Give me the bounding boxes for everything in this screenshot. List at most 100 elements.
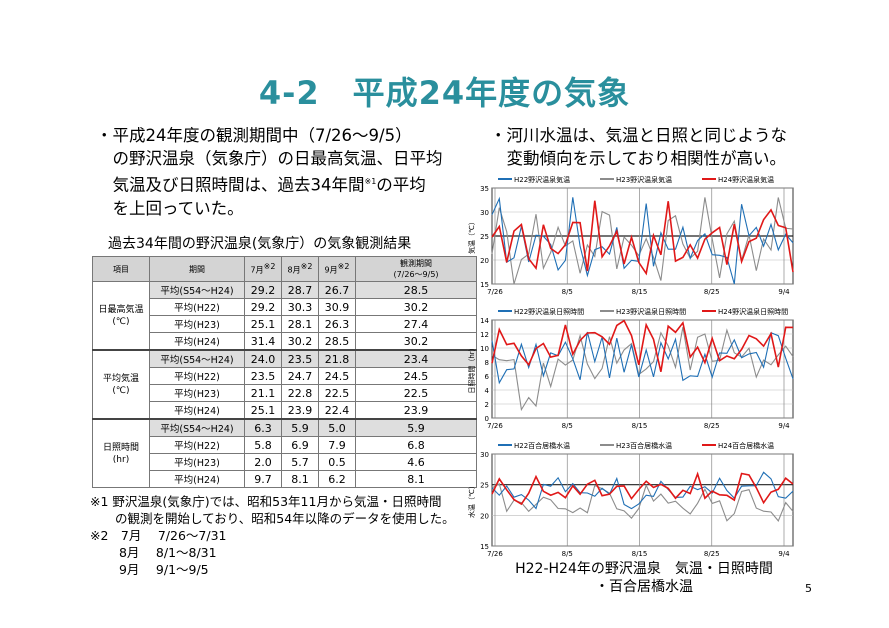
value-cell: 30.3	[281, 298, 319, 316]
y-tick-label: 25	[480, 482, 489, 490]
y-tick-label: 4	[485, 387, 490, 395]
legend-label: H23野沢温泉気温	[616, 175, 672, 184]
value-cell: 22.8	[281, 384, 319, 402]
x-tick-label: 7/26	[487, 550, 503, 558]
x-tick-label: 7/26	[487, 288, 503, 296]
value-cell: 8.1	[355, 470, 477, 488]
value-cell: 31.4	[244, 332, 282, 351]
x-tick-label: 8/5	[562, 422, 573, 430]
value-cell: 26.3	[318, 315, 356, 333]
table-row: 日照時間 (hr) 平均(S54～H24) 6.3 5.9 5.0 5.9	[92, 418, 477, 488]
table-row: 平均(H23) 25.1 28.1 26.3 27.4	[93, 315, 477, 333]
legend-label: H24野沢温泉日照時間	[718, 307, 788, 316]
observation-table: 項目 期間 7月※2 8月※2 9月※2 観測期間 (7/26～9/5) 日最高気…	[92, 256, 477, 488]
table-row: 平均気温 (℃) 平均(S54～H24) 24.0 23.5 21.8 23.4	[92, 349, 477, 420]
x-tick-label: 8/15	[632, 422, 648, 430]
value-cell: 5.7	[281, 453, 319, 471]
value-cell: 25.1	[244, 315, 282, 333]
y-tick-label: 15	[480, 543, 489, 551]
value-cell: 21.1	[244, 384, 282, 402]
value-cell: 23.9	[281, 401, 319, 420]
caption-line: ・百合居橋水温	[595, 579, 693, 595]
value-cell: 22.5	[318, 384, 356, 402]
value-cell: 26.7	[318, 281, 356, 299]
legend-label: H24野沢温泉気温	[718, 175, 774, 184]
value-cell: 28.1	[281, 315, 319, 333]
x-tick-label: 7/26	[487, 422, 503, 430]
period-cell: 平均(H24)	[149, 332, 245, 351]
value-cell: 9.7	[244, 470, 282, 488]
value-cell: 22.5	[355, 384, 477, 402]
y-tick-label: 10	[480, 345, 489, 353]
value-cell: 28.5	[355, 281, 477, 299]
y-tick-label: 8	[485, 359, 489, 367]
x-tick-label: 8/5	[562, 288, 573, 296]
value-cell: 7.9	[318, 436, 356, 454]
x-tick-label: 8/15	[632, 288, 648, 296]
period-cell: 平均(S54～H24)	[149, 418, 245, 437]
legend-label: H24百合居橋水温	[718, 441, 774, 450]
value-cell: 5.8	[244, 436, 282, 454]
y-tick-label: 15	[480, 281, 489, 289]
x-tick-label: 8/5	[562, 550, 573, 558]
table-row: 平均(H24) 31.4 30.2 28.5 30.2	[93, 332, 477, 351]
value-cell: 27.4	[355, 315, 477, 333]
sunshine-duration-chart: H22野沢温泉日照時間 H23野沢温泉日照時間 H24野沢温泉日照時間 0 2 4 6 8 10…	[468, 307, 794, 430]
note-mark: ※1	[364, 177, 377, 186]
y-tick-label: 35	[480, 185, 489, 193]
y-axis-label: 気温（℃）	[468, 218, 476, 254]
header-observation: 観測期間 (7/26～9/5)	[355, 256, 477, 282]
bullet-left-line: 気温及び日照時間は、過去34年間※1の平均	[96, 175, 426, 195]
value-cell: 23.5	[281, 349, 319, 368]
header-period: 期間	[149, 256, 245, 282]
page-number: 5	[805, 582, 812, 595]
value-cell: 5.9	[281, 418, 319, 437]
x-tick-label: 8/25	[704, 288, 720, 296]
y-tick-label: 14	[480, 317, 489, 325]
value-cell: 28.5	[318, 332, 356, 351]
legend-label: H23野沢温泉日照時間	[616, 307, 686, 316]
y-axis-label: 日照時間（hr）	[468, 344, 476, 393]
value-cell: 30.2	[355, 298, 477, 316]
x-tick-label: 9/4	[778, 422, 790, 430]
y-tick-label: 25	[480, 233, 489, 241]
y-tick-label: 20	[480, 257, 489, 265]
bullet-left-line: の野沢温泉（気象庁）の日最高気温、日平均	[96, 149, 443, 168]
legend-label: H22野沢温泉気温	[514, 175, 570, 184]
period-cell: 平均(H24)	[149, 470, 245, 488]
series-line	[491, 319, 794, 372]
x-tick-label: 9/4	[778, 550, 790, 558]
table-title: 過去34年間の野沢温泉(気象庁）の気象観測結果	[108, 236, 412, 252]
row-group-label: 平均気温 (℃)	[92, 349, 150, 420]
value-cell: 5.9	[355, 418, 477, 437]
value-cell: 30.2	[355, 332, 477, 351]
period-cell: 平均(H22)	[149, 298, 245, 316]
water-temperature-chart: H22百合居橋水温 H23百合居橋水温 H24百合居橋水温 15 20 25 30 7/26 8…	[468, 441, 794, 558]
footnote-line: 9月 9/1～9/5	[90, 562, 209, 577]
header-aug: 8月※2	[281, 256, 319, 282]
bullet-right-line: ・河川水温は、気温と日照と同じような	[490, 126, 787, 145]
x-tick-label: 8/25	[704, 550, 720, 558]
value-cell: 23.9	[355, 401, 477, 420]
value-cell: 24.5	[318, 367, 356, 385]
table-row: 平均(H23) 21.1 22.8 22.5 22.5	[93, 384, 477, 402]
y-tick-label: 2	[485, 401, 489, 409]
table-header-row: 項目 期間 7月※2 8月※2 9月※2 観測期間 (7/26～9/5)	[92, 256, 477, 282]
value-cell: 30.9	[318, 298, 356, 316]
page-title: 4-2 平成24年度の気象	[258, 74, 631, 112]
header-sep: 9月※2	[318, 256, 356, 282]
value-cell: 2.0	[244, 453, 282, 471]
table-row: 平均(H22) 5.8 6.9 7.9 6.8	[93, 436, 477, 454]
period-cell: 平均(S54～H24)	[149, 349, 245, 368]
footnote-line: の観測を開始しており、昭和54年以降のデータを使用した。	[90, 511, 455, 526]
value-cell: 21.8	[318, 349, 356, 368]
table-row: 平均(H24) 25.1 23.9 22.4 23.9	[93, 401, 477, 420]
header-item: 項目	[92, 256, 150, 282]
period-cell: 平均(H23)	[149, 453, 245, 471]
row-group-label: 日照時間 (hr)	[92, 418, 150, 488]
value-cell: 6.3	[244, 418, 282, 437]
period-cell: 平均(H22)	[149, 436, 245, 454]
series-line	[491, 331, 794, 385]
value-cell: 28.7	[281, 281, 319, 299]
value-cell: 24.5	[355, 367, 477, 385]
